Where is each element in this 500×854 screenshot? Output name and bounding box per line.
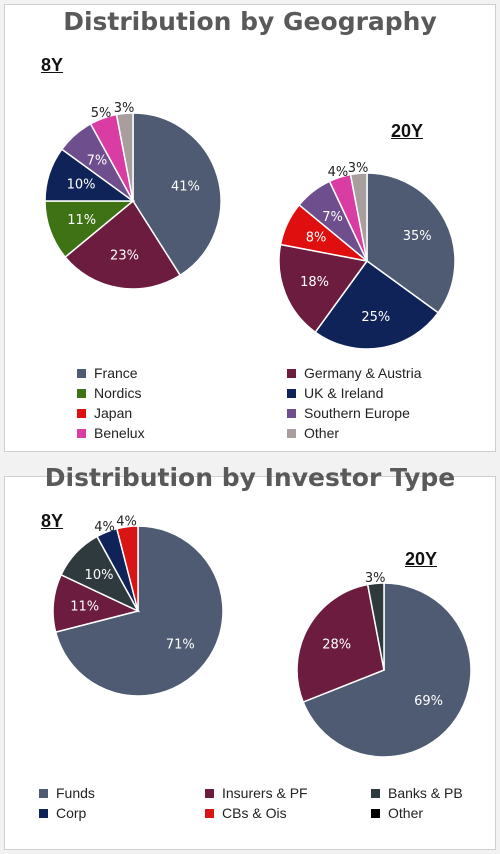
- legend-item-funds: Funds: [39, 785, 95, 801]
- legend-swatch: [77, 408, 86, 418]
- legend-label: Germany & Austria: [304, 365, 422, 381]
- geo-20y-slice-france: [366, 172, 456, 314]
- legend-label: Insurers & PF: [222, 785, 308, 801]
- legend-label: Nordics: [94, 385, 142, 401]
- geo-20y-slice-other: [349, 172, 368, 262]
- legend-item-banks-and-pb: Banks & PB: [371, 785, 463, 801]
- investor-panel: Distribution by Investor Type 8Y 71% 11% 1…: [4, 463, 496, 850]
- legend-swatch: [205, 788, 214, 798]
- geo-8y-label-uk-and-ireland: 10%: [67, 178, 96, 193]
- geo-20y-label-benelux: 4%: [328, 165, 349, 180]
- geography-panel: Distribution by Geography 8Y 41% 23% 11% 10…: [4, 4, 496, 452]
- geo-20y-label-uk-and-ireland: 25%: [361, 310, 390, 325]
- legend-swatch: [287, 368, 296, 378]
- legend-item-benelux: Benelux: [77, 425, 145, 441]
- inv-8y-label: 8Y: [41, 511, 64, 531]
- legend-item-other: Other: [371, 805, 423, 821]
- inv-20y-pie: 69% 28% 3%: [296, 571, 472, 758]
- legend-label: Other: [388, 805, 424, 821]
- legend-swatch: [287, 388, 296, 398]
- legend-label: Banks & PB: [388, 785, 463, 801]
- inv-20y-label-funds: 69%: [414, 694, 443, 709]
- legend-item-insurers-and-pf: Insurers & PF: [205, 785, 308, 801]
- legend-item-cbs-and-ois: CBs & Ois: [205, 805, 287, 821]
- legend-label: Japan: [94, 405, 133, 421]
- geo-8y-slice-other: [115, 112, 134, 202]
- legend-item-france: France: [77, 365, 138, 381]
- legend-item-southern-europe: Southern Europe: [287, 405, 410, 421]
- legend-label: UK & Ireland: [304, 385, 384, 401]
- geo-20y-label-germany-and-austria: 18%: [300, 275, 329, 290]
- legend-label: Southern Europe: [304, 405, 410, 421]
- inv-8y-label-funds: 71%: [166, 637, 195, 652]
- legend-swatch: [39, 788, 48, 798]
- geo-8y-label-benelux: 5%: [91, 106, 112, 121]
- geography-title: Distribution by Geography: [63, 7, 437, 36]
- geo-8y-pie: 41% 23% 11% 10% 7% 5% 3%: [44, 101, 222, 290]
- inv-20y-label-banks-and-pb: 3%: [365, 571, 386, 586]
- inv-8y-label-cbs-and-ois: 4%: [116, 514, 137, 529]
- geo-20y-slice-uk-and-ireland: [314, 259, 440, 350]
- legend-label: Funds: [56, 785, 95, 801]
- geo-20y-label: 20Y: [391, 121, 424, 141]
- geo-8y-slice-germany-and-austria: [64, 199, 182, 290]
- legend-label: CBs & Ois: [222, 805, 287, 821]
- geo-8y-label-nordics: 11%: [67, 213, 96, 228]
- inv-20y-label-insurers-and-pf: 28%: [322, 638, 351, 653]
- legend-swatch: [77, 428, 86, 438]
- legend-swatch: [77, 368, 86, 378]
- investor-title: Distribution by Investor Type: [44, 463, 456, 492]
- geo-8y-label-southern-europe: 7%: [87, 154, 108, 169]
- legend-label: Benelux: [94, 425, 145, 441]
- legend-swatch: [287, 408, 296, 418]
- legend-swatch: [371, 808, 380, 818]
- legend-item-uk-and-ireland: UK & Ireland: [287, 385, 383, 401]
- legend-label: France: [94, 365, 138, 381]
- geo-8y-label: 8Y: [41, 55, 64, 75]
- legend-swatch: [287, 428, 296, 438]
- legend-item-corp: Corp: [39, 805, 86, 821]
- inv-8y-label-banks-and-pb: 10%: [85, 568, 114, 583]
- legend-swatch: [77, 388, 86, 398]
- legend-swatch: [39, 808, 48, 818]
- inv-8y-label-insurers-and-pf: 11%: [70, 600, 99, 615]
- legend-item-nordics: Nordics: [77, 385, 141, 401]
- geo-20y-label-france: 35%: [403, 229, 432, 244]
- geo-8y-label-germany-and-austria: 23%: [110, 248, 139, 263]
- inv-8y-label-corp: 4%: [94, 520, 115, 535]
- inv-20y-slice-insurers-and-pf: [296, 583, 385, 704]
- legend-swatch: [205, 808, 214, 818]
- inv-8y-slice-cbs-and-ois: [115, 525, 139, 612]
- legend-label: Corp: [56, 805, 87, 821]
- geo-20y-slice-germany-and-austria: [278, 243, 369, 334]
- geo-8y-label-france: 41%: [171, 179, 200, 194]
- inv-20y-slice-banks-and-pb: [366, 582, 385, 671]
- geo-20y-label-other: 3%: [348, 161, 369, 176]
- geo-20y-label-southern-europe: 7%: [322, 210, 343, 225]
- inv-8y-pie: 71% 11% 10% 4% 4%: [52, 514, 224, 697]
- geo-20y-pie: 35% 25% 18% 8% 7% 4% 3%: [278, 161, 456, 350]
- geo-20y-label-japan: 8%: [306, 231, 327, 246]
- legend-label: Other: [304, 425, 340, 441]
- legend-item-japan: Japan: [77, 405, 132, 421]
- legend-swatch: [371, 788, 380, 798]
- inv-20y-label: 20Y: [405, 549, 438, 569]
- legend-item-other: Other: [287, 425, 339, 441]
- inv-20y-slice-funds: [302, 582, 472, 758]
- legend-item-germany-and-austria: Germany & Austria: [287, 365, 422, 381]
- geo-8y-label-other: 3%: [114, 101, 135, 116]
